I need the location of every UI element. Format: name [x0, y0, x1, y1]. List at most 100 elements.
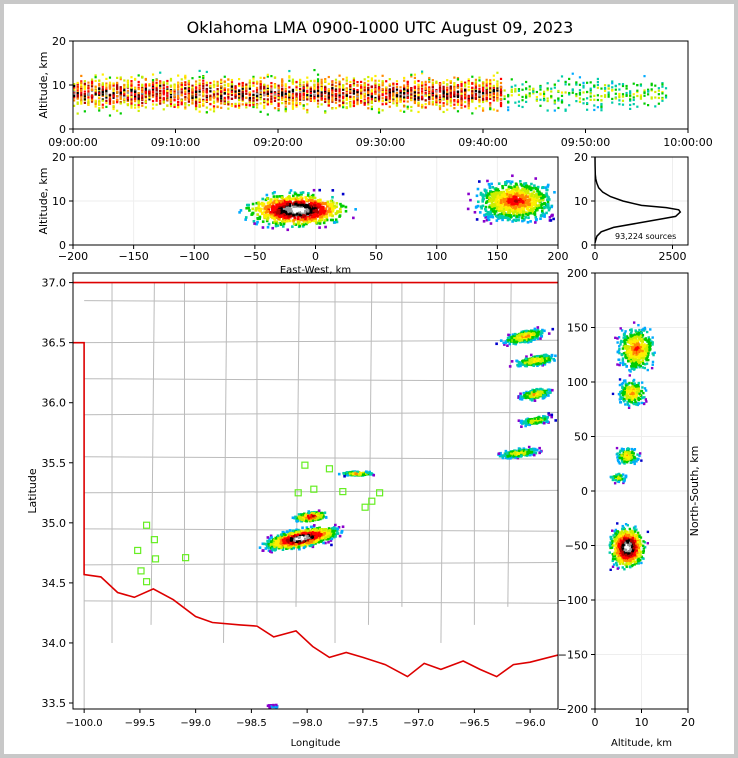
density-cell — [410, 98, 413, 101]
density-cell — [285, 198, 288, 201]
density-cell — [331, 81, 334, 84]
density-cell — [431, 83, 434, 87]
density-cell — [320, 93, 323, 96]
density-cell — [137, 74, 140, 77]
density-cell — [406, 88, 409, 91]
density-cell — [248, 101, 251, 104]
density-cell — [388, 95, 391, 98]
density-cell — [83, 96, 86, 100]
density-cell — [349, 98, 352, 101]
density-cell — [399, 109, 402, 112]
density-cell — [521, 214, 525, 217]
density-cell — [501, 197, 505, 201]
x-tick-label: 10:00:00 — [663, 136, 712, 149]
density-cell — [180, 94, 183, 97]
density-cell — [618, 83, 621, 86]
density-cell — [406, 105, 409, 108]
density-cell — [151, 107, 155, 110]
density-cell — [575, 95, 578, 98]
density-cell — [507, 187, 511, 190]
density-cell — [345, 82, 348, 85]
density-cell — [255, 99, 259, 102]
density-cell — [267, 222, 271, 226]
density-cell — [374, 86, 377, 89]
density-cell — [485, 99, 488, 103]
density-cell — [73, 96, 76, 99]
density-cell — [499, 86, 503, 89]
density-cell — [302, 95, 305, 98]
density-cell — [141, 92, 144, 95]
density-cell — [356, 84, 359, 87]
density-cell — [512, 214, 516, 217]
density-cell — [270, 92, 273, 95]
density-cell — [460, 92, 463, 95]
density-cell — [360, 80, 363, 84]
density-cell — [299, 96, 302, 99]
density-cell — [547, 196, 550, 199]
density-cell — [413, 85, 417, 88]
density-cell — [94, 76, 97, 79]
density-cell — [523, 189, 527, 193]
density-cell — [73, 93, 76, 96]
density-cell — [479, 191, 483, 195]
density-cell — [212, 86, 216, 89]
density-cell — [385, 86, 388, 89]
density-cell — [212, 80, 216, 83]
density-cell — [363, 103, 366, 106]
density-cell — [528, 203, 531, 207]
density-cell — [367, 94, 370, 97]
density-cell — [339, 207, 342, 211]
density-cell — [517, 93, 521, 97]
density-cell — [506, 204, 510, 207]
density-cell — [593, 84, 596, 87]
density-cell — [288, 102, 291, 105]
density-cell — [325, 218, 329, 222]
density-cell — [367, 96, 370, 100]
density-cell — [385, 80, 388, 83]
density-cell — [302, 200, 306, 204]
density-cell — [406, 94, 409, 97]
density-cell — [155, 97, 158, 101]
density-cell — [303, 212, 306, 215]
density-cell — [344, 209, 348, 213]
density-cell — [438, 99, 442, 102]
density-cell — [275, 205, 279, 209]
density-cell — [395, 95, 399, 98]
density-cell — [324, 90, 327, 94]
density-cell — [177, 82, 180, 85]
density-cell — [137, 83, 140, 86]
density-cell — [478, 87, 481, 90]
density-cell — [155, 96, 158, 99]
density-cell — [324, 87, 327, 90]
density-cell — [502, 203, 505, 206]
density-cell — [302, 214, 305, 217]
density-cell — [331, 95, 334, 98]
density-cell — [137, 104, 140, 107]
density-cell — [492, 92, 495, 95]
density-cell — [263, 86, 266, 90]
density-cell — [513, 185, 516, 188]
density-cell — [309, 211, 313, 214]
density-cell — [486, 215, 490, 219]
density-cell — [410, 75, 413, 78]
density-cell — [489, 79, 492, 82]
density-cell — [352, 79, 356, 82]
density-cell — [424, 94, 427, 97]
density-cell — [76, 112, 79, 115]
density-cell — [257, 209, 261, 212]
density-cell — [255, 97, 259, 100]
density-cell — [456, 100, 460, 103]
density-cell — [302, 203, 306, 206]
density-cell — [263, 98, 266, 101]
density-cell — [184, 107, 187, 110]
density-cell — [467, 81, 470, 84]
density-cell — [302, 107, 305, 110]
density-cell — [478, 93, 481, 96]
density-cell — [331, 209, 335, 213]
density-cell — [259, 76, 262, 79]
density-cell — [288, 94, 291, 97]
density-cell — [144, 91, 147, 94]
density-cell — [428, 90, 431, 93]
density-cell — [586, 81, 589, 84]
density-cell — [363, 83, 366, 87]
